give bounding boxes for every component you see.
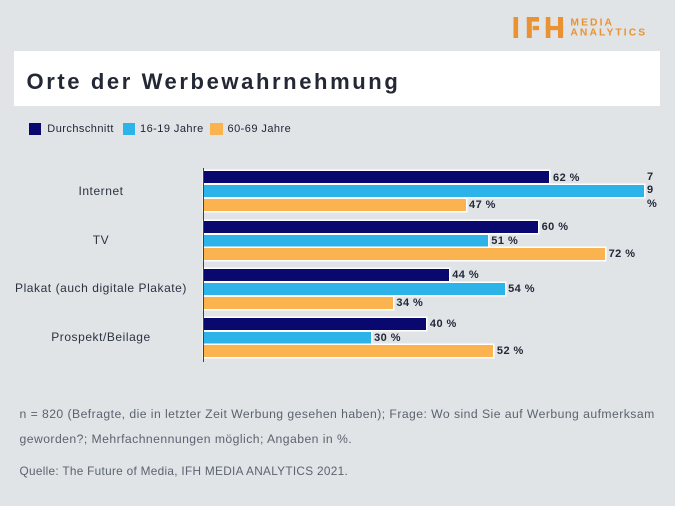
svg-text:MEDIA: MEDIA bbox=[570, 17, 614, 28]
svg-text:ANALYTICS: ANALYTICS bbox=[570, 28, 647, 39]
